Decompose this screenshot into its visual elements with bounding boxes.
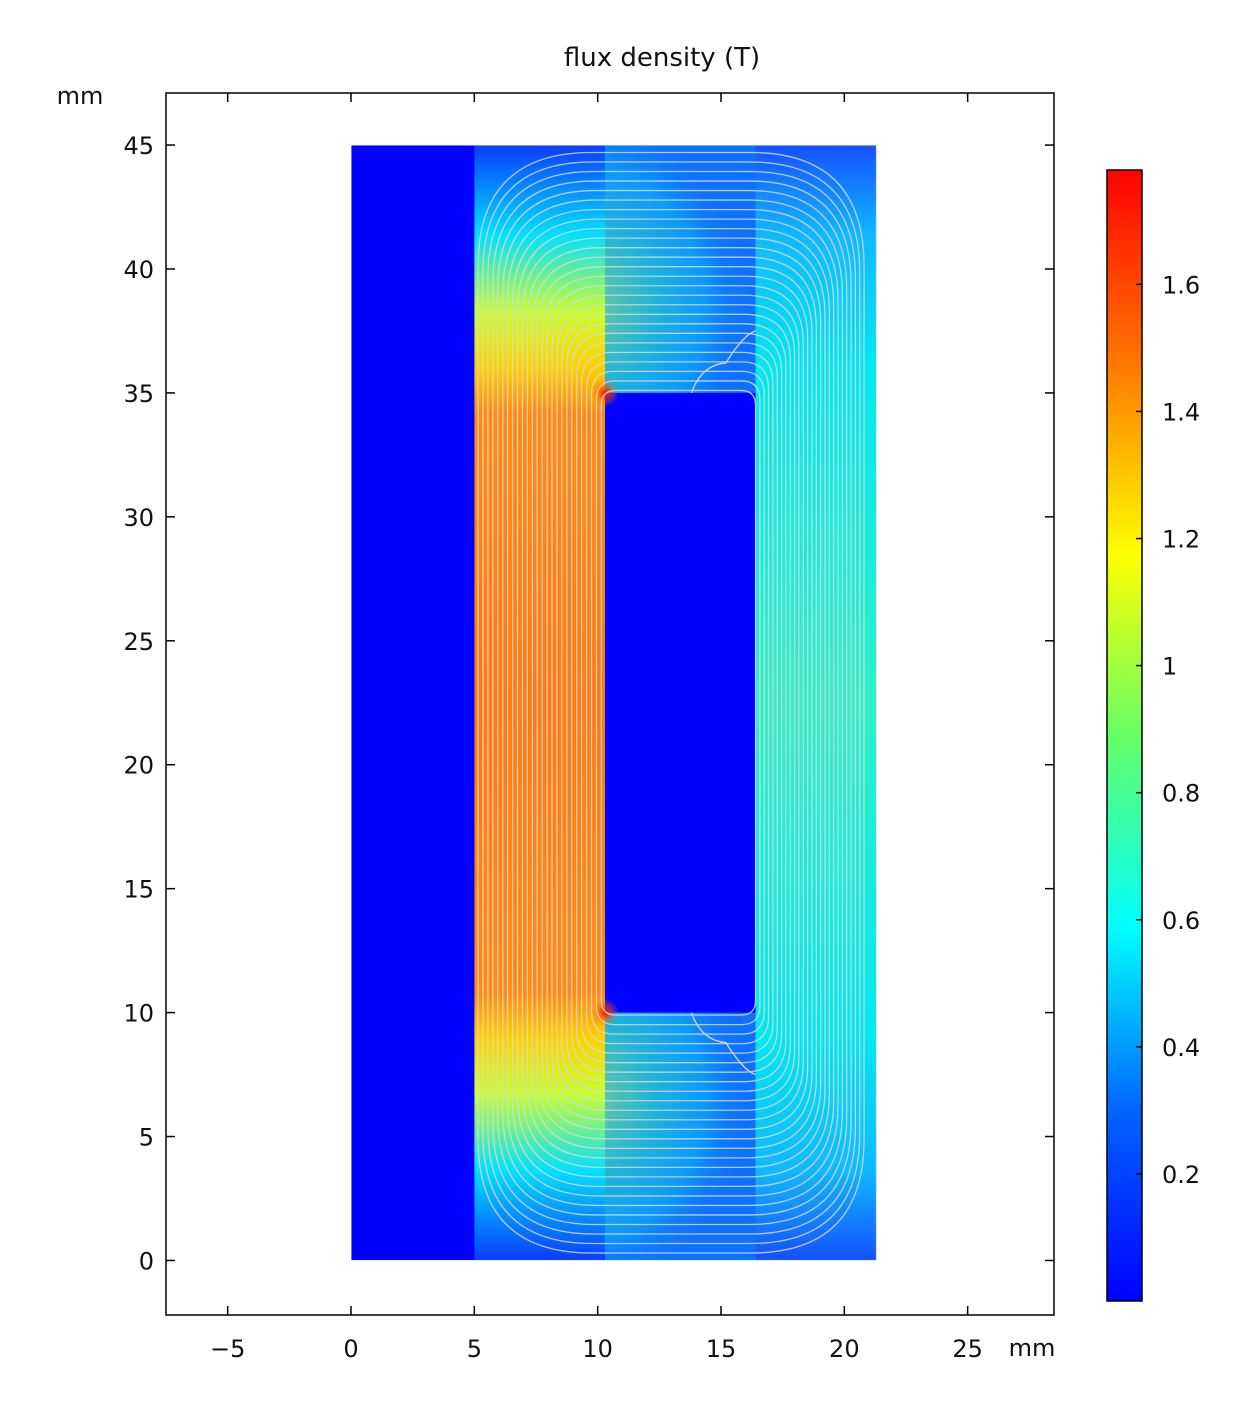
fringe-flux-line (690, 330, 756, 394)
y-axis-unit-label: mm (57, 82, 104, 110)
y-tick-label: 15 (123, 876, 154, 904)
colorbar-tick-label: 0.2 (1162, 1161, 1200, 1189)
colorbar: 0.2 0.4 0.6 0.8 1 1.2 1.4 1.6 (1106, 169, 1200, 1302)
y-axis: 0 5 10 15 20 25 30 35 40 45 (123, 132, 1054, 1275)
flux-line (590, 370, 765, 1035)
flux-line (566, 323, 787, 1083)
flux-line (556, 304, 796, 1102)
y-tick-label: 10 (123, 1000, 154, 1028)
colorbar-tick-label: 0.4 (1162, 1034, 1200, 1062)
core-left-leg-field (474, 145, 606, 1261)
air-slot-field (605, 392, 756, 1013)
y-tick-label: 0 (139, 1247, 154, 1275)
flux-line (576, 342, 778, 1064)
lower-yoke-field (605, 1012, 756, 1261)
upper-yoke-field (605, 145, 756, 393)
x-tick-label: 5 (467, 1335, 482, 1363)
y-tick-label: 45 (123, 132, 154, 160)
x-tick-label: −5 (210, 1335, 245, 1363)
colorbar-tick-label: 1.4 (1162, 398, 1200, 426)
colorbar-gradient (1106, 169, 1143, 1302)
flux-line (482, 161, 861, 1245)
flux-streamlines (477, 151, 865, 1254)
chart-title-text: flux density (T) (564, 43, 760, 73)
chart-title: flux density (T) (564, 43, 760, 73)
flux-line (600, 389, 757, 1016)
flux-line (477, 151, 865, 1254)
flux-line (571, 332, 783, 1073)
inner-column-field (351, 145, 475, 1261)
y-tick-label: 40 (123, 256, 154, 284)
flux-line (536, 266, 813, 1140)
colorbar-tick-label: 1 (1162, 653, 1177, 681)
x-tick-label: 10 (582, 1335, 613, 1363)
x-tick-label: 0 (343, 1335, 358, 1363)
y-tick-label: 5 (139, 1124, 154, 1152)
flux-line (521, 237, 826, 1169)
y-tick-label: 20 (123, 752, 154, 780)
flux-line (585, 361, 770, 1045)
x-tick-label: 25 (952, 1335, 983, 1363)
flux-line (541, 275, 809, 1130)
flux-line (546, 285, 804, 1121)
flux-line (551, 294, 800, 1111)
y-tick-label: 35 (123, 380, 154, 408)
flux-line (526, 247, 822, 1159)
colorbar-ticks: 0.2 0.4 0.6 0.8 1 1.2 1.4 1.6 (1136, 271, 1200, 1189)
colorbar-tick-label: 0.6 (1162, 907, 1200, 935)
plot-frame (165, 92, 1055, 1316)
flux-line (502, 199, 844, 1207)
y-tick-label: 30 (123, 504, 154, 532)
flux-line (516, 227, 830, 1178)
flux-line (487, 170, 857, 1235)
flux-line (595, 380, 761, 1026)
corner-peak-field (591, 998, 620, 1027)
flux-line (511, 218, 835, 1188)
fringe-flux-line (690, 1012, 756, 1076)
x-axis: −5 0 5 10 15 20 25 (210, 93, 983, 1363)
flux-line (531, 256, 817, 1149)
flux-line (580, 351, 774, 1054)
flux-line (506, 208, 839, 1197)
colorbar-tick-label: 0.8 (1162, 780, 1200, 808)
y-tick-label: 25 (123, 628, 154, 656)
corner-peak-field (591, 378, 620, 407)
x-tick-label: 20 (829, 1335, 860, 1363)
x-tick-label: 15 (706, 1335, 737, 1363)
flux-line (492, 180, 852, 1226)
x-axis-unit-label: mm (1009, 1334, 1056, 1362)
flux-line (497, 189, 848, 1216)
colorbar-tick-label: 1.6 (1162, 271, 1200, 299)
colorbar-tick-label: 1.2 (1162, 526, 1200, 554)
flux-line (561, 313, 791, 1092)
